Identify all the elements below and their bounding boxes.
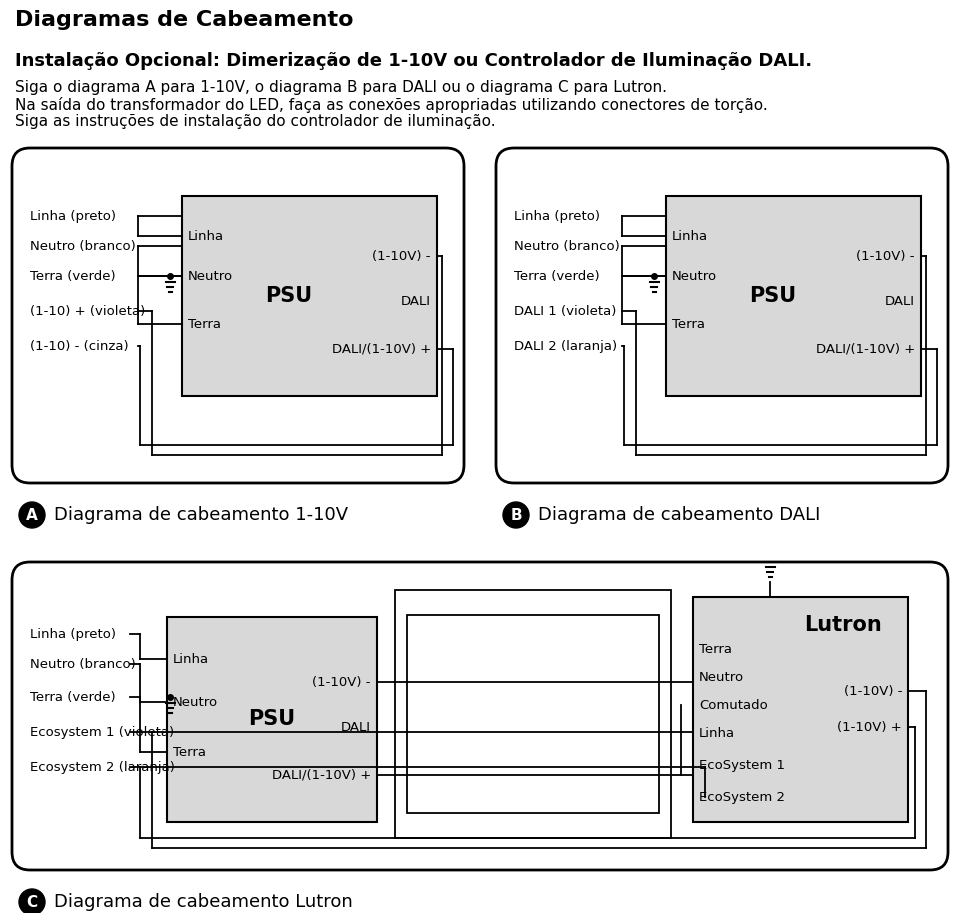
Text: Terra: Terra <box>699 643 732 656</box>
Text: Diagrama de cabeamento 1-10V: Diagrama de cabeamento 1-10V <box>54 506 348 524</box>
Circle shape <box>19 502 45 528</box>
Text: Lutron: Lutron <box>804 615 882 635</box>
Text: B: B <box>510 508 522 522</box>
Text: Siga as instruções de instalação do controlador de iluminação.: Siga as instruções de instalação do cont… <box>15 114 495 129</box>
Text: Neutro (branco): Neutro (branco) <box>30 657 135 670</box>
Text: Ecosystem 1 (violeta): Ecosystem 1 (violeta) <box>30 726 174 739</box>
Text: DALI/(1-10V) +: DALI/(1-10V) + <box>332 342 431 355</box>
Text: DALI/(1-10V) +: DALI/(1-10V) + <box>272 769 371 782</box>
Bar <box>407 615 659 813</box>
Text: (1-10V) -: (1-10V) - <box>372 249 431 263</box>
Bar <box>395 590 671 838</box>
Text: DALI 1 (violeta): DALI 1 (violeta) <box>514 305 616 318</box>
Text: Na saída do transformador do LED, faça as conexões apropriadas utilizando conect: Na saída do transformador do LED, faça a… <box>15 97 768 113</box>
Text: Neutro: Neutro <box>188 269 233 282</box>
Text: Terra (verde): Terra (verde) <box>514 269 600 282</box>
Text: Terra (verde): Terra (verde) <box>30 269 115 282</box>
Text: Linha: Linha <box>173 653 209 666</box>
Text: EcoSystem 1: EcoSystem 1 <box>699 759 785 771</box>
Text: C: C <box>27 895 37 909</box>
Text: (1-10) + (violeta): (1-10) + (violeta) <box>30 305 145 318</box>
Bar <box>693 597 908 822</box>
Text: Linha: Linha <box>672 229 708 243</box>
Text: Linha: Linha <box>188 229 224 243</box>
Bar <box>666 196 921 396</box>
Text: (1-10V) -: (1-10V) - <box>844 685 902 698</box>
Text: Neutro: Neutro <box>173 696 218 708</box>
Text: Instalação Opcional: Dimerização de 1-10V ou Controlador de Iluminação DALI.: Instalação Opcional: Dimerização de 1-10… <box>15 52 812 70</box>
Text: Linha: Linha <box>699 727 735 740</box>
Text: Terra: Terra <box>173 746 206 759</box>
Text: Comutado: Comutado <box>699 698 768 711</box>
Text: Neutro: Neutro <box>699 670 744 684</box>
Text: DALI: DALI <box>341 720 371 733</box>
Text: (1-10V) -: (1-10V) - <box>856 249 915 263</box>
Text: Terra (verde): Terra (verde) <box>30 690 115 704</box>
Text: DALI: DALI <box>885 295 915 308</box>
Text: (1-10) - (cinza): (1-10) - (cinza) <box>30 340 129 352</box>
Text: EcoSystem 2: EcoSystem 2 <box>699 791 785 803</box>
Text: PSU: PSU <box>266 286 313 306</box>
Text: PSU: PSU <box>750 286 797 306</box>
Text: Ecosystem 2 (laranja): Ecosystem 2 (laranja) <box>30 761 175 773</box>
Text: Diagrama de cabeamento DALI: Diagrama de cabeamento DALI <box>538 506 821 524</box>
Text: Diagrama de cabeamento Lutron: Diagrama de cabeamento Lutron <box>54 893 352 911</box>
Text: Linha (preto): Linha (preto) <box>514 209 600 223</box>
Bar <box>182 196 437 396</box>
Text: (1-10V) +: (1-10V) + <box>837 720 902 733</box>
Circle shape <box>503 502 529 528</box>
Text: Terra: Terra <box>188 318 221 331</box>
Text: DALI: DALI <box>401 295 431 308</box>
Circle shape <box>19 889 45 913</box>
Text: Linha (preto): Linha (preto) <box>30 209 116 223</box>
Text: Linha (preto): Linha (preto) <box>30 627 116 641</box>
Text: DALI 2 (laranja): DALI 2 (laranja) <box>514 340 617 352</box>
Text: PSU: PSU <box>249 709 296 729</box>
Text: (1-10V) -: (1-10V) - <box>313 676 371 688</box>
Text: Neutro (branco): Neutro (branco) <box>514 239 620 253</box>
Text: DALI/(1-10V) +: DALI/(1-10V) + <box>816 342 915 355</box>
Text: Terra: Terra <box>672 318 705 331</box>
Text: Neutro (branco): Neutro (branco) <box>30 239 135 253</box>
Text: A: A <box>26 508 37 522</box>
Text: Neutro: Neutro <box>672 269 717 282</box>
Text: Diagramas de Cabeamento: Diagramas de Cabeamento <box>15 10 353 30</box>
Text: Siga o diagrama A para 1-10V, o diagrama B para DALI ou o diagrama C para Lutron: Siga o diagrama A para 1-10V, o diagrama… <box>15 80 667 95</box>
Bar <box>167 617 377 822</box>
